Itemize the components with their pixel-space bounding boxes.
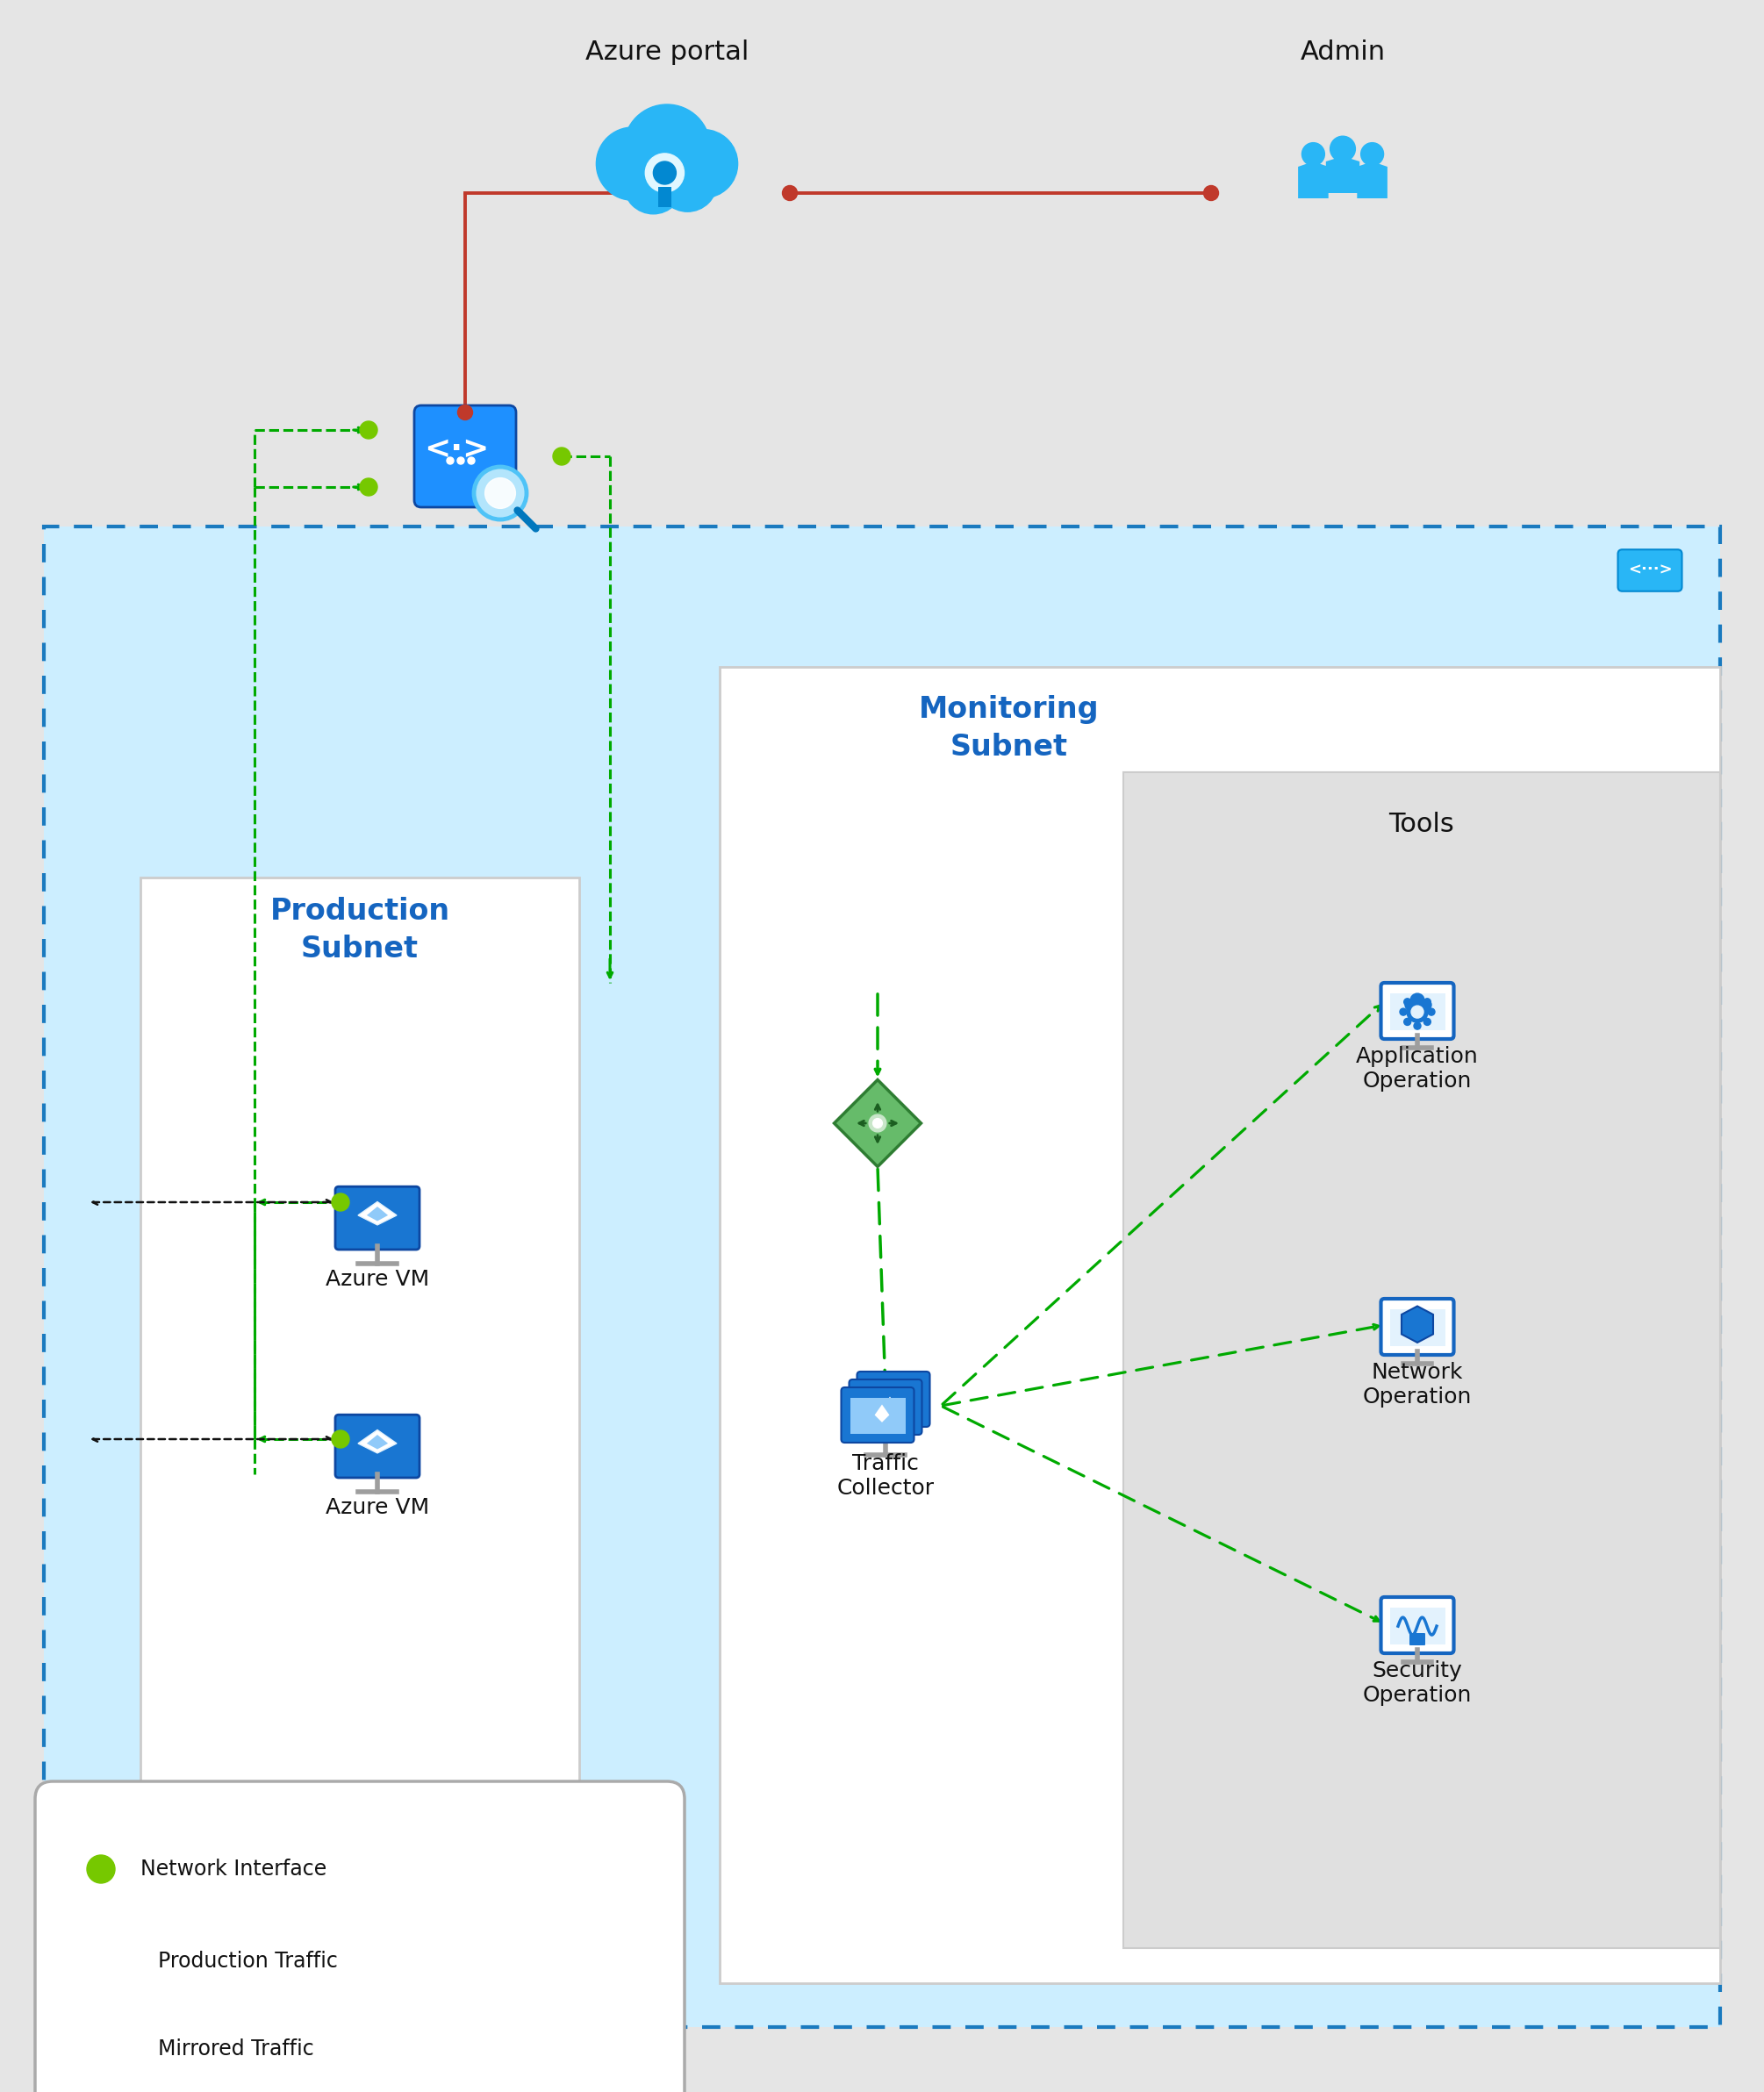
- Circle shape: [446, 458, 453, 464]
- Text: Application
Operation: Application Operation: [1357, 1046, 1478, 1092]
- Polygon shape: [358, 1431, 397, 1454]
- Circle shape: [332, 1192, 349, 1211]
- Circle shape: [783, 186, 797, 201]
- Circle shape: [1413, 994, 1420, 1002]
- FancyBboxPatch shape: [866, 1383, 921, 1418]
- Circle shape: [1406, 1000, 1415, 1010]
- Circle shape: [1424, 1019, 1431, 1025]
- FancyBboxPatch shape: [1390, 1607, 1445, 1644]
- FancyBboxPatch shape: [1124, 772, 1720, 1948]
- Circle shape: [457, 458, 464, 464]
- Circle shape: [870, 1115, 886, 1132]
- Text: Mirrored Traffic: Mirrored Traffic: [159, 2038, 314, 2059]
- Circle shape: [1408, 1002, 1427, 1023]
- FancyBboxPatch shape: [335, 1414, 420, 1477]
- Circle shape: [360, 420, 377, 439]
- Circle shape: [1420, 1000, 1431, 1010]
- FancyBboxPatch shape: [841, 1387, 914, 1443]
- Circle shape: [1360, 142, 1383, 165]
- Text: Azure VM: Azure VM: [326, 1498, 429, 1519]
- Polygon shape: [891, 1389, 905, 1406]
- Circle shape: [1330, 136, 1355, 161]
- FancyBboxPatch shape: [1381, 1596, 1454, 1653]
- FancyBboxPatch shape: [415, 406, 517, 506]
- Circle shape: [485, 477, 515, 508]
- Polygon shape: [1357, 161, 1388, 199]
- Text: Network Interface: Network Interface: [141, 1858, 326, 1879]
- Text: Network
Operation: Network Operation: [1364, 1362, 1471, 1408]
- Polygon shape: [358, 1201, 397, 1226]
- Text: <···>: <···>: [1628, 563, 1672, 577]
- Text: <·>: <·>: [423, 435, 489, 464]
- Circle shape: [669, 130, 737, 199]
- Circle shape: [1427, 1008, 1434, 1015]
- Polygon shape: [367, 1207, 388, 1222]
- Text: Security
Operation: Security Operation: [1364, 1661, 1471, 1705]
- Circle shape: [467, 458, 475, 464]
- Circle shape: [1411, 994, 1424, 1008]
- Text: Azure VM: Azure VM: [326, 1270, 429, 1291]
- FancyBboxPatch shape: [335, 1186, 420, 1249]
- Circle shape: [86, 1856, 115, 1883]
- Text: Tools: Tools: [1388, 812, 1455, 837]
- FancyBboxPatch shape: [1390, 994, 1445, 1029]
- Polygon shape: [875, 1404, 889, 1423]
- FancyBboxPatch shape: [1381, 983, 1454, 1040]
- FancyBboxPatch shape: [1618, 550, 1681, 592]
- FancyBboxPatch shape: [35, 1782, 684, 2092]
- Polygon shape: [882, 1397, 898, 1414]
- Circle shape: [457, 406, 473, 420]
- Polygon shape: [1402, 1305, 1432, 1343]
- Polygon shape: [367, 1435, 388, 1450]
- FancyBboxPatch shape: [857, 1389, 914, 1427]
- Text: Azure portal: Azure portal: [586, 40, 748, 65]
- Circle shape: [1203, 186, 1219, 201]
- Circle shape: [1302, 142, 1325, 165]
- Circle shape: [596, 128, 669, 201]
- FancyBboxPatch shape: [1390, 1310, 1445, 1345]
- FancyBboxPatch shape: [1409, 1634, 1425, 1644]
- Polygon shape: [1327, 157, 1360, 192]
- Text: Admin: Admin: [1300, 40, 1385, 65]
- Polygon shape: [1298, 161, 1328, 199]
- Circle shape: [873, 1119, 882, 1128]
- Circle shape: [658, 153, 718, 211]
- FancyBboxPatch shape: [720, 667, 1720, 1983]
- FancyBboxPatch shape: [848, 1379, 923, 1435]
- Circle shape: [1401, 1008, 1408, 1015]
- Circle shape: [1413, 1023, 1420, 1029]
- FancyBboxPatch shape: [1381, 1299, 1454, 1356]
- Circle shape: [1404, 998, 1411, 1006]
- FancyBboxPatch shape: [141, 877, 579, 1912]
- Circle shape: [624, 155, 683, 213]
- Circle shape: [624, 105, 711, 190]
- FancyBboxPatch shape: [857, 1372, 930, 1427]
- Circle shape: [552, 448, 570, 464]
- Circle shape: [1411, 1006, 1424, 1019]
- Text: Production
Subnet: Production Subnet: [270, 897, 450, 964]
- Circle shape: [332, 1431, 349, 1448]
- Text: Production Traffic: Production Traffic: [159, 1950, 337, 1973]
- Circle shape: [1404, 1019, 1411, 1025]
- Circle shape: [653, 161, 676, 184]
- FancyBboxPatch shape: [44, 527, 1720, 2027]
- Circle shape: [475, 467, 527, 519]
- Polygon shape: [658, 186, 672, 207]
- Polygon shape: [834, 1079, 921, 1167]
- Circle shape: [360, 479, 377, 496]
- Text: Traffic
Collector: Traffic Collector: [836, 1454, 935, 1498]
- Circle shape: [1424, 998, 1431, 1006]
- Text: Monitoring
Subnet: Monitoring Subnet: [919, 695, 1099, 761]
- Circle shape: [646, 153, 684, 192]
- FancyBboxPatch shape: [850, 1397, 905, 1433]
